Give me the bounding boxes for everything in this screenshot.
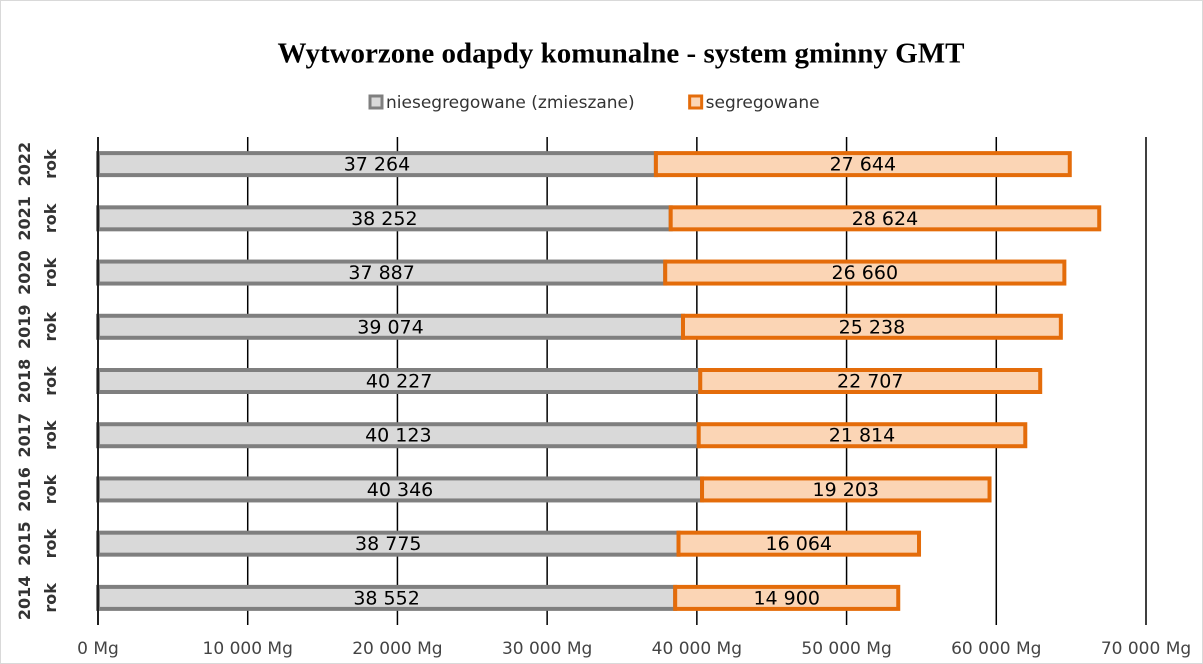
data-label: 37 264 [344,154,410,176]
data-label: 16 064 [766,533,832,555]
data-label: 38 552 [353,587,419,609]
data-label: 26 660 [832,262,898,284]
bar [676,530,922,557]
x-tick-label: 70 000 Mg [1101,639,1191,659]
bar [663,259,1067,286]
x-tick-label: 20 000 Mg [352,639,442,659]
chart-title: Wytworzone odapdy komunalne - system gmi… [278,38,965,70]
y-tick-label: 2019 rok [15,305,60,350]
y-tick-label: 2020 rok [15,250,60,295]
data-label: 28 624 [852,208,918,230]
bar [668,205,1102,232]
y-tick-label: 2015 rok [15,521,60,566]
legend-swatch [688,94,704,110]
bar [698,368,1043,394]
x-tick-label: 10 000 Mg [203,639,293,659]
data-label: 40 346 [367,479,433,501]
legend-label: niesegregowane (zmieszane) [386,93,635,113]
legend-label: segregowane [706,93,820,113]
data-label: 38 252 [351,208,417,230]
data-label: 19 203 [813,479,879,501]
data-label: 40 123 [365,425,431,447]
bar [700,476,992,503]
bar [673,584,901,611]
x-tick-label: 60 000 Mg [951,639,1041,659]
x-tick-label: 0 Mg [77,639,119,659]
data-label: 25 238 [839,316,905,338]
y-tick-label: 2014 rok [15,576,60,621]
y-tick-label: 2021 rok [15,196,60,241]
data-label: 22 707 [837,371,903,393]
data-label: 14 900 [753,587,819,609]
x-tick-label: 50 000 Mg [801,639,891,659]
data-label: 37 887 [348,262,414,284]
y-tick-label: 2016 rok [15,467,60,512]
x-tick-label: 30 000 Mg [502,639,592,659]
data-label: 39 074 [357,316,423,338]
bar [653,151,1072,178]
y-tick-label: 2017 rok [15,413,60,458]
data-label: 21 814 [829,425,895,447]
legend-swatch [368,94,384,110]
data-label: 38 775 [355,533,421,555]
data-label: 40 227 [366,371,432,393]
y-tick-label: 2022 rok [15,142,60,187]
bar [696,422,1028,449]
bar [680,313,1063,340]
x-tick-label: 40 000 Mg [652,639,742,659]
data-label: 27 644 [830,154,896,176]
y-tick-label: 2018 rok [15,359,60,404]
